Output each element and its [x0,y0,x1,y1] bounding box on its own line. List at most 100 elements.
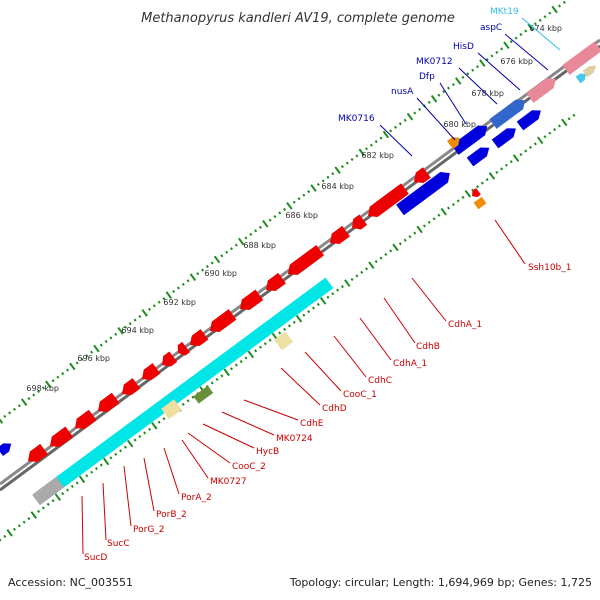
minor-tick [66,368,70,372]
minor-tick [85,474,89,478]
minor-tick [3,414,7,418]
major-tick [30,511,37,519]
minor-tick [66,488,70,492]
minor-tick [292,320,296,324]
minor-tick [451,82,455,87]
scale-label: 688 kbp [243,241,276,250]
minor-tick [12,527,16,531]
gene-features [0,41,600,506]
minor-tick [85,354,89,358]
minor-tick [133,438,137,442]
forward-gene-arrow [526,78,556,103]
minor-tick [268,338,272,342]
minor-tick [533,22,537,26]
minor-tick [524,149,528,153]
minor-tick [321,179,325,183]
tick-marks [0,0,576,542]
minor-tick [37,509,41,514]
minor-tick [258,225,262,229]
minor-tick [176,286,180,290]
minor-tick [41,386,45,390]
minor-tick [389,129,393,133]
label-leader-line [202,423,255,449]
minor-tick [447,86,451,90]
minor-tick [119,449,123,453]
cyan-feature-band [36,277,334,503]
reverse-gene-arrow [98,392,120,413]
major-tick [310,184,317,192]
major-tick [237,237,245,246]
minor-tick [307,310,311,314]
reverse-gene-arrow [50,426,74,448]
minor-tick [196,272,200,276]
minor-tick [268,218,272,222]
minor-tick [365,147,369,151]
minor-tick [475,65,479,69]
forward-gene-arrow [451,125,488,155]
minor-tick [316,302,320,307]
minor-tick [123,445,127,449]
minor-tick [360,270,364,274]
minor-tick [519,152,523,157]
genome-summary-text: Topology: circular; Length: 1,694,969 bp… [289,576,592,589]
major-tick [488,172,496,180]
minor-tick [350,157,354,162]
minor-tick [8,411,12,415]
minor-tick [437,93,441,97]
major-tick [286,202,293,210]
minor-tick [229,367,234,371]
gene-label: MK0712 [416,57,453,67]
gene-bar [473,196,487,210]
minor-tick [61,372,65,376]
minor-tick [345,161,349,165]
minor-tick [456,199,460,203]
reverse-gene-arrow [122,378,141,396]
scale-label: 694 kbp [121,326,154,335]
minor-tick [128,322,132,326]
minor-tick [519,32,523,37]
minor-tick [27,397,31,401]
minor-tick [543,135,547,139]
forward-gene-arrow [516,110,541,131]
minor-tick [355,274,359,278]
minor-tick [447,206,451,210]
minor-tick [220,374,224,378]
reverse-gene-arrow [162,351,178,367]
minor-tick [369,143,373,147]
minor-tick [374,140,378,144]
minor-tick [138,434,142,439]
minor-tick [480,181,484,185]
minor-tick [254,229,258,233]
minor-tick [466,72,470,76]
major-tick [334,166,341,174]
minor-tick [70,484,74,489]
minor-tick [0,538,2,542]
label-leader-line [123,465,132,527]
minor-tick [94,467,98,471]
minor-tick [461,195,465,199]
minor-tick [186,279,190,283]
minor-tick [32,393,36,397]
minor-tick [162,417,166,421]
yellow-feature-band [161,399,182,420]
minor-tick [283,327,287,331]
major-tick [165,291,172,299]
scale-labels: 674 kbp 676 kbp 678 kbp 680 kbp 682 kbp 684 k… [26,24,562,393]
gene-label: CdhE [300,419,324,429]
major-tick [0,418,4,424]
reverse-gene-arrow [142,363,161,381]
minor-tick [311,306,316,310]
major-tick [344,279,351,287]
minor-tick [229,247,234,251]
minor-tick [461,75,465,79]
major-tick [141,309,148,317]
minor-tick [61,492,65,496]
trna-arrow [575,73,587,84]
minor-tick [398,122,402,126]
minor-tick [278,211,282,215]
minor-tick [437,213,441,217]
minor-tick [326,295,330,299]
minor-tick [273,215,277,219]
minor-tick [389,249,393,253]
minor-tick [336,288,340,292]
